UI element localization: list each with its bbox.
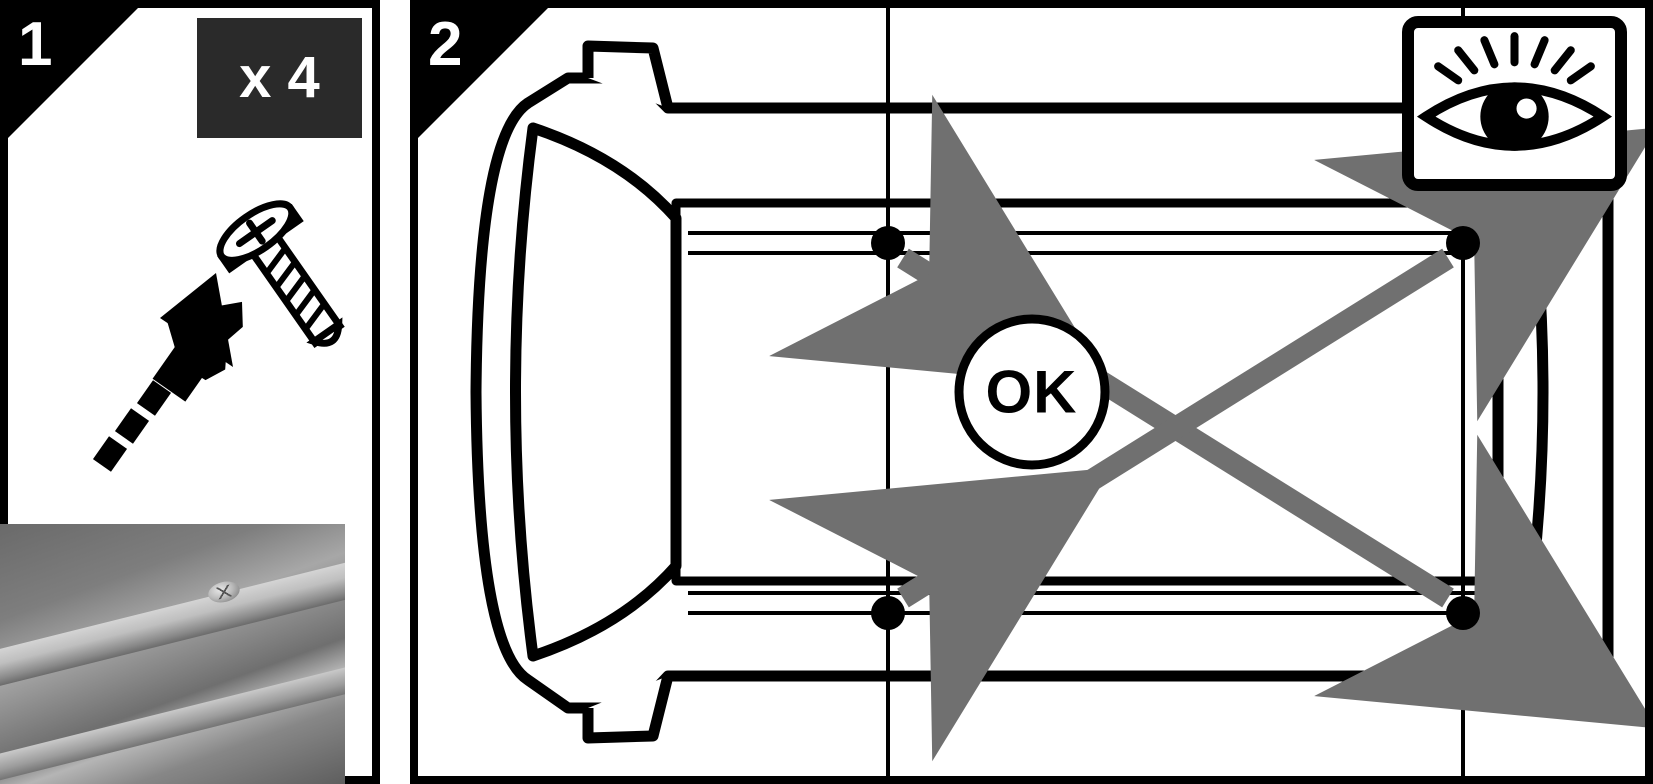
roof-rail-photo (0, 524, 345, 784)
ok-label: OK (986, 362, 1078, 422)
inspect-callout (1402, 16, 1627, 191)
quantity-badge: x 4 (197, 18, 362, 138)
panel-gap (380, 0, 410, 784)
roof-rail (0, 542, 345, 698)
eye-icon (1414, 28, 1615, 179)
insert-arrow-icon (93, 270, 263, 471)
quantity-label: x 4 (239, 49, 320, 107)
step-2-panel: 2 (410, 0, 1653, 784)
screw-illustration (48, 143, 348, 503)
ok-badge: OK (954, 315, 1109, 470)
step-number-badge: 1 (8, 8, 138, 138)
step-1-panel: 1 x 4 (0, 0, 380, 784)
step-number: 1 (18, 14, 52, 76)
screw-icon (211, 193, 348, 365)
